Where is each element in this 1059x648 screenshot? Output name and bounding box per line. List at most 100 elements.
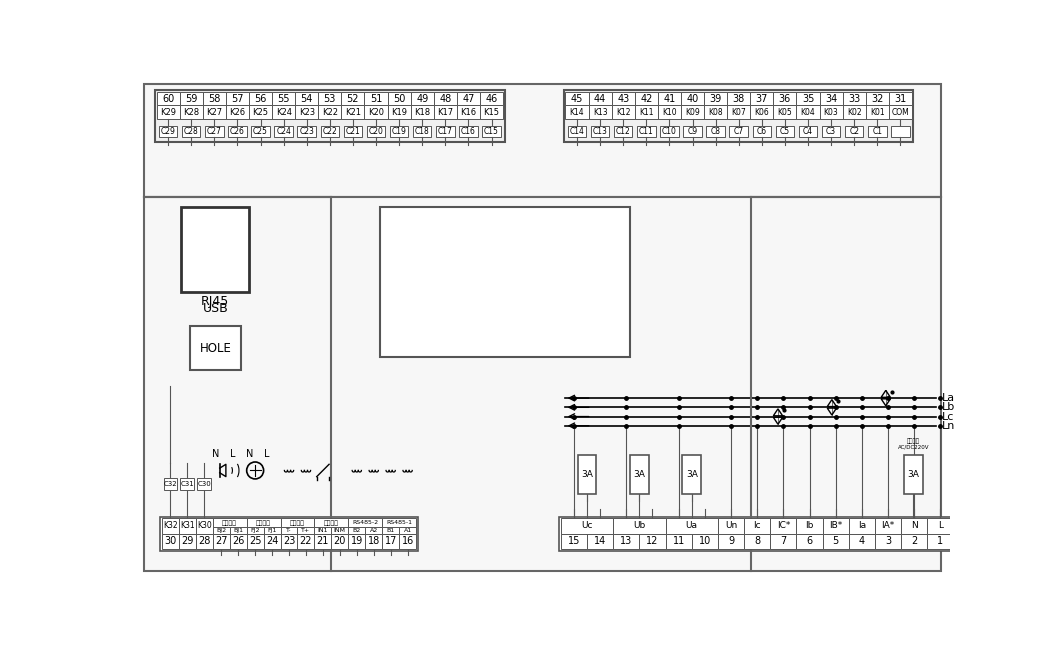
Text: C31: C31 [180, 481, 194, 487]
Text: 7: 7 [780, 537, 787, 546]
Bar [820, 91, 843, 106]
Text: 3A: 3A [633, 470, 645, 479]
Bar [247, 533, 264, 549]
Text: K32: K32 [163, 522, 178, 531]
Text: La: La [943, 393, 955, 403]
Text: Ia: Ia [858, 522, 866, 531]
Text: C7: C7 [734, 127, 743, 136]
Text: K31: K31 [180, 522, 195, 531]
Text: C2: C2 [849, 127, 859, 136]
Text: 60: 60 [162, 93, 175, 104]
Text: 58: 58 [209, 93, 220, 104]
Bar [796, 106, 820, 119]
Text: 8: 8 [754, 537, 760, 546]
Bar [413, 126, 431, 137]
Text: C25: C25 [253, 127, 268, 136]
Bar [849, 533, 875, 549]
Bar [889, 106, 912, 119]
Text: 48: 48 [439, 93, 451, 104]
Text: 24: 24 [266, 537, 279, 546]
Text: 52: 52 [346, 93, 359, 104]
Text: K11: K11 [639, 108, 653, 117]
Text: BJ1: BJ1 [233, 528, 244, 533]
Text: 41: 41 [663, 93, 676, 104]
Bar [798, 126, 818, 137]
Text: K12: K12 [616, 108, 630, 117]
Text: 28: 28 [198, 537, 211, 546]
Text: C27: C27 [207, 127, 221, 136]
Bar [319, 106, 341, 119]
Text: 38: 38 [733, 93, 744, 104]
Text: K03: K03 [824, 108, 839, 117]
Bar [366, 126, 385, 137]
Bar [157, 106, 180, 119]
Text: C29: C29 [161, 127, 176, 136]
Text: IB*: IB* [829, 522, 842, 531]
Text: K07: K07 [732, 108, 747, 117]
Bar [399, 533, 416, 549]
Bar [750, 91, 773, 106]
Text: 18: 18 [367, 537, 380, 546]
Text: 15: 15 [568, 537, 580, 546]
Bar [434, 91, 456, 106]
Text: Lb: Lb [943, 402, 955, 412]
Bar [295, 91, 319, 106]
Text: Ib: Ib [805, 522, 813, 531]
Bar [796, 91, 820, 106]
Bar [295, 106, 319, 119]
Text: 34: 34 [825, 93, 838, 104]
Bar [226, 91, 249, 106]
Bar [773, 106, 796, 119]
Text: C11: C11 [639, 127, 653, 136]
Text: 2: 2 [911, 537, 917, 546]
Text: K05: K05 [777, 108, 792, 117]
Text: L: L [938, 522, 943, 531]
Text: 21: 21 [317, 537, 329, 546]
Text: K18: K18 [414, 108, 430, 117]
Text: B1: B1 [387, 528, 395, 533]
Text: 6: 6 [807, 537, 812, 546]
Bar [436, 126, 454, 137]
Bar [682, 455, 701, 494]
Text: INM: INM [334, 528, 346, 533]
Bar [315, 527, 331, 533]
Text: RS485-2: RS485-2 [353, 520, 378, 526]
Text: 9: 9 [728, 537, 734, 546]
Bar [728, 106, 750, 119]
Text: K02: K02 [847, 108, 862, 117]
Bar [298, 527, 315, 533]
Text: C32: C32 [164, 481, 177, 487]
Text: C13: C13 [593, 127, 608, 136]
Bar [718, 518, 744, 533]
Bar [753, 126, 771, 137]
Bar [382, 518, 416, 527]
Bar [197, 478, 211, 491]
Text: 12: 12 [646, 537, 659, 546]
Text: C4: C4 [803, 127, 813, 136]
Text: 40: 40 [686, 93, 699, 104]
Bar [875, 533, 901, 549]
Text: K14: K14 [570, 108, 585, 117]
Bar [179, 533, 196, 549]
Text: 47: 47 [462, 93, 474, 104]
Text: C21: C21 [345, 127, 360, 136]
Bar [281, 533, 298, 549]
Bar [568, 126, 587, 137]
Bar [589, 91, 612, 106]
Text: C9: C9 [687, 127, 698, 136]
Text: 33: 33 [848, 93, 860, 104]
Bar [264, 527, 281, 533]
Bar [796, 518, 823, 533]
Text: C6: C6 [757, 127, 767, 136]
Bar [180, 91, 202, 106]
Bar [750, 106, 773, 119]
Bar [928, 533, 953, 549]
Text: 25: 25 [249, 537, 262, 546]
Text: K22: K22 [322, 108, 338, 117]
Text: 49: 49 [416, 93, 428, 104]
Text: 温度检测: 温度检测 [290, 520, 305, 526]
Text: K09: K09 [685, 108, 700, 117]
Bar [160, 516, 417, 551]
Text: 50: 50 [393, 93, 406, 104]
Text: RS485-1: RS485-1 [387, 520, 412, 526]
